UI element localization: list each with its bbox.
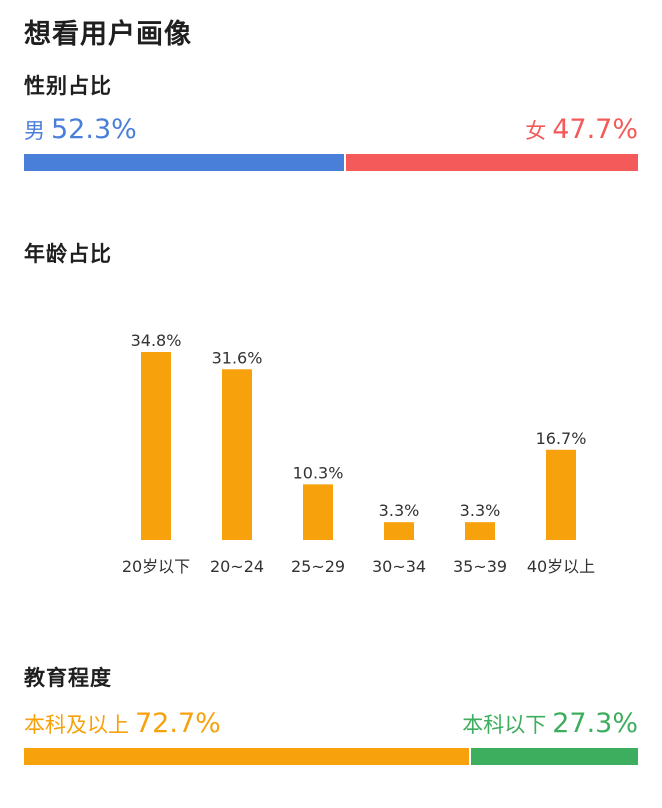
age-bar-value-label-0: 34.8%	[131, 331, 182, 350]
age-category-label-4: 35~39	[453, 557, 507, 576]
age-bar-value-label-1: 31.6%	[212, 348, 263, 367]
age-category-label-1: 20~24	[210, 557, 264, 576]
gender-female-value: 47.7%	[552, 114, 638, 145]
age-bar-3	[384, 522, 414, 540]
age-category-label-2: 25~29	[291, 557, 345, 576]
education-low-value: 27.3%	[552, 708, 638, 739]
gender-section-title: 性别占比	[24, 74, 112, 98]
education-high-value: 72.7%	[135, 708, 221, 739]
education-high-segment	[24, 748, 469, 765]
age-category-label-5: 40岁以上	[527, 557, 595, 576]
gender-female-segment	[344, 154, 638, 171]
gender-male-value: 52.3%	[51, 114, 137, 145]
gender-female-legend: 女 47.7%	[525, 114, 638, 145]
education-low-label: 本科以下	[462, 713, 547, 737]
age-bar-0	[141, 352, 171, 540]
age-bar-5	[546, 449, 576, 540]
gender-male-segment	[24, 154, 345, 171]
age-bar-value-label-2: 10.3%	[293, 463, 344, 482]
age-bar-value-label-4: 3.3%	[460, 501, 501, 520]
page-title: 想看用户画像	[24, 19, 192, 50]
education-high-legend: 本科及以上 72.7%	[24, 708, 221, 739]
education-low-segment	[468, 748, 638, 765]
gender-female-label: 女	[525, 119, 547, 143]
age-bar-value-label-5: 16.7%	[536, 429, 587, 448]
age-bar-2	[303, 484, 333, 540]
age-section-title: 年龄占比	[24, 242, 112, 266]
education-high-label: 本科及以上	[24, 713, 129, 737]
education-section-title: 教育程度	[24, 666, 112, 690]
gender-ratio-bar	[24, 154, 638, 171]
gender-male-legend: 男 52.3%	[24, 114, 137, 145]
age-bar-4	[465, 522, 495, 540]
education-low-legend: 本科以下 27.3%	[462, 708, 638, 739]
age-bar-value-label-3: 3.3%	[379, 501, 420, 520]
education-ratio-bar	[24, 748, 638, 765]
age-bar-1	[222, 369, 252, 540]
age-category-label-0: 20岁以下	[122, 557, 190, 576]
age-category-label-3: 30~34	[372, 557, 426, 576]
gender-male-label: 男	[24, 119, 45, 143]
